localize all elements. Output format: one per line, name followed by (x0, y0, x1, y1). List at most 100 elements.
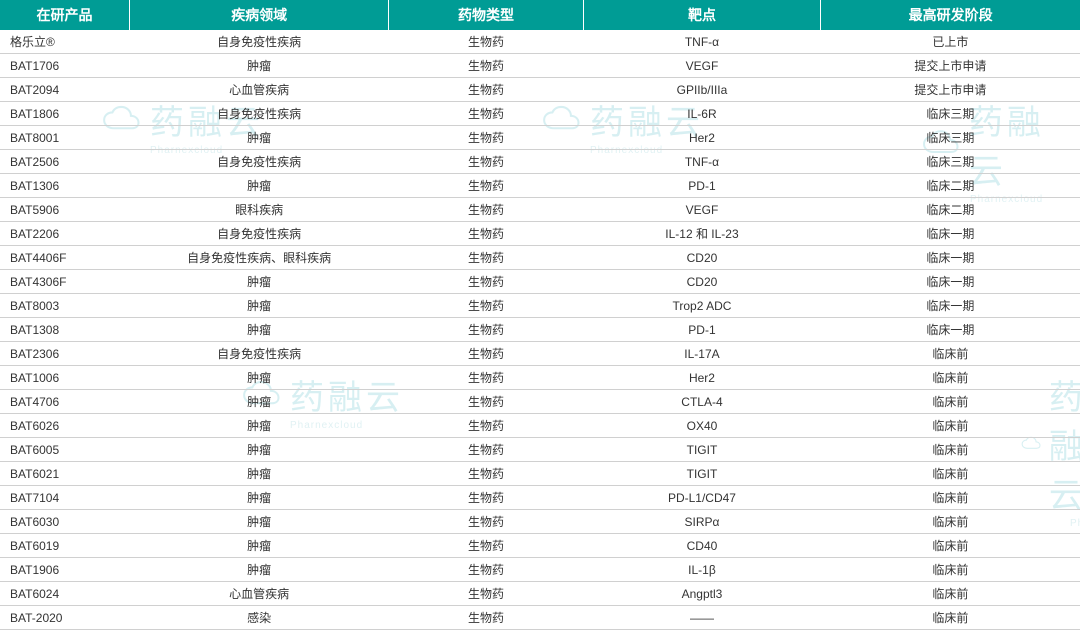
table-cell: PD-1 (583, 318, 821, 342)
table-cell: BAT1906 (0, 558, 130, 582)
table-cell: 临床前 (821, 438, 1080, 462)
table-cell: GPIIb/IIIa (583, 78, 821, 102)
col-header-stage: 最高研发阶段 (821, 0, 1080, 30)
col-header-drugtype: 药物类型 (389, 0, 583, 30)
table-cell: 肿瘤 (130, 534, 389, 558)
table-cell: 心血管疾病 (130, 78, 389, 102)
table-cell: 临床二期 (821, 198, 1080, 222)
table-cell: 肿瘤 (130, 126, 389, 150)
table-row: BAT1306肿瘤生物药PD-1临床二期 (0, 174, 1080, 198)
table-row: BAT6021肿瘤生物药TIGIT临床前 (0, 462, 1080, 486)
table-cell: 生物药 (389, 414, 583, 438)
table-cell: BAT8003 (0, 294, 130, 318)
table-cell: 肿瘤 (130, 366, 389, 390)
table-row: BAT2206自身免疫性疾病生物药IL-12 和 IL-23临床一期 (0, 222, 1080, 246)
table-cell: 肿瘤 (130, 54, 389, 78)
table-cell: SIRPα (583, 510, 821, 534)
table-cell: 肿瘤 (130, 462, 389, 486)
table-cell: BAT4306F (0, 270, 130, 294)
table-cell: BAT2206 (0, 222, 130, 246)
table-cell: 临床一期 (821, 246, 1080, 270)
table-cell: 生物药 (389, 54, 583, 78)
table-cell: 生物药 (389, 438, 583, 462)
table-cell: IL-1β (583, 558, 821, 582)
table-cell: BAT1006 (0, 366, 130, 390)
table-cell: BAT4406F (0, 246, 130, 270)
table-cell: 自身免疫性疾病 (130, 30, 389, 54)
table-cell: Angptl3 (583, 582, 821, 606)
table-cell: BAT4706 (0, 390, 130, 414)
table-cell: 生物药 (389, 294, 583, 318)
table-cell: BAT6021 (0, 462, 130, 486)
table-row: BAT1806自身免疫性疾病生物药IL-6R临床三期 (0, 102, 1080, 126)
table-cell: 临床前 (821, 414, 1080, 438)
table-cell: 临床前 (821, 606, 1080, 630)
table-cell: BAT2306 (0, 342, 130, 366)
table-cell: BAT8001 (0, 126, 130, 150)
table-cell: 肿瘤 (130, 390, 389, 414)
table-cell: 临床一期 (821, 294, 1080, 318)
table-row: BAT6024心血管疾病生物药Angptl3临床前 (0, 582, 1080, 606)
table-row: BAT8003肿瘤生物药Trop2 ADC临床一期 (0, 294, 1080, 318)
table-cell: 肿瘤 (130, 294, 389, 318)
table-cell: 生物药 (389, 30, 583, 54)
table-cell: 临床前 (821, 534, 1080, 558)
table-cell: BAT1306 (0, 174, 130, 198)
table-row: BAT6019肿瘤生物药CD40临床前 (0, 534, 1080, 558)
table-cell: 临床前 (821, 342, 1080, 366)
table-row: BAT6026肿瘤生物药OX40临床前 (0, 414, 1080, 438)
table-cell: 临床前 (821, 486, 1080, 510)
table-cell: 肿瘤 (130, 318, 389, 342)
table-cell: 肿瘤 (130, 486, 389, 510)
table-cell: VEGF (583, 198, 821, 222)
table-cell: 生物药 (389, 462, 583, 486)
table-cell: 生物药 (389, 150, 583, 174)
table-cell: BAT6005 (0, 438, 130, 462)
table-cell: 感染 (130, 606, 389, 630)
table-cell: 生物药 (389, 102, 583, 126)
table-cell: 生物药 (389, 366, 583, 390)
table-cell: 已上市 (821, 30, 1080, 54)
pipeline-table-wrap: 在研产品 疾病领域 药物类型 靶点 最高研发阶段 格乐立®自身免疫性疾病生物药T… (0, 0, 1080, 630)
table-cell: Her2 (583, 126, 821, 150)
table-cell: 心血管疾病 (130, 582, 389, 606)
table-cell: 生物药 (389, 270, 583, 294)
table-cell: BAT7104 (0, 486, 130, 510)
table-cell: 生物药 (389, 486, 583, 510)
table-header: 在研产品 疾病领域 药物类型 靶点 最高研发阶段 (0, 0, 1080, 30)
table-cell: 生物药 (389, 390, 583, 414)
table-row: BAT5906眼科疾病生物药VEGF临床二期 (0, 198, 1080, 222)
table-cell: 生物药 (389, 558, 583, 582)
table-cell: 提交上市申请 (821, 78, 1080, 102)
table-cell: 临床一期 (821, 222, 1080, 246)
table-cell: VEGF (583, 54, 821, 78)
table-cell: BAT5906 (0, 198, 130, 222)
table-row: BAT2306自身免疫性疾病生物药IL-17A临床前 (0, 342, 1080, 366)
table-cell: 生物药 (389, 198, 583, 222)
table-cell: 临床前 (821, 582, 1080, 606)
table-cell: 临床三期 (821, 150, 1080, 174)
table-cell: 生物药 (389, 510, 583, 534)
table-cell: BAT6024 (0, 582, 130, 606)
table-cell: 生物药 (389, 606, 583, 630)
table-cell: 肿瘤 (130, 510, 389, 534)
table-cell: Her2 (583, 366, 821, 390)
table-cell: BAT6019 (0, 534, 130, 558)
table-cell: 提交上市申请 (821, 54, 1080, 78)
table-row: BAT2506自身免疫性疾病生物药TNF-α临床三期 (0, 150, 1080, 174)
table-cell: 生物药 (389, 174, 583, 198)
table-cell: 自身免疫性疾病、眼科疾病 (130, 246, 389, 270)
table-row: BAT1006肿瘤生物药Her2临床前 (0, 366, 1080, 390)
table-cell: TNF-α (583, 150, 821, 174)
table-cell: IL-17A (583, 342, 821, 366)
table-row: BAT8001肿瘤生物药Her2临床三期 (0, 126, 1080, 150)
table-cell: CD40 (583, 534, 821, 558)
table-row: BAT4406F自身免疫性疾病、眼科疾病生物药CD20临床一期 (0, 246, 1080, 270)
table-cell: BAT-2020 (0, 606, 130, 630)
table-cell: 自身免疫性疾病 (130, 150, 389, 174)
col-header-disease: 疾病领域 (130, 0, 389, 30)
table-cell: 生物药 (389, 222, 583, 246)
table-cell: 临床一期 (821, 318, 1080, 342)
table-cell: CD20 (583, 246, 821, 270)
table-cell: 生物药 (389, 582, 583, 606)
